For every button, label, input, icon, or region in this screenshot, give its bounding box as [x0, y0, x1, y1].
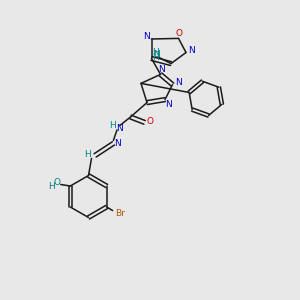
Text: N: N [158, 65, 165, 74]
Text: N: N [165, 100, 172, 109]
Text: H: H [109, 121, 116, 130]
Text: N: N [116, 124, 122, 133]
Text: O: O [54, 178, 61, 187]
Text: N: N [153, 50, 160, 59]
Text: O: O [146, 117, 154, 126]
Text: Br: Br [115, 209, 125, 218]
Text: N: N [143, 32, 149, 41]
Text: H: H [152, 48, 158, 57]
Text: N: N [175, 78, 182, 87]
Text: H: H [48, 182, 55, 191]
Text: H: H [85, 150, 91, 159]
Text: N: N [114, 139, 120, 148]
Text: N: N [188, 46, 195, 55]
Text: H: H [152, 52, 158, 62]
Text: O: O [176, 29, 183, 38]
